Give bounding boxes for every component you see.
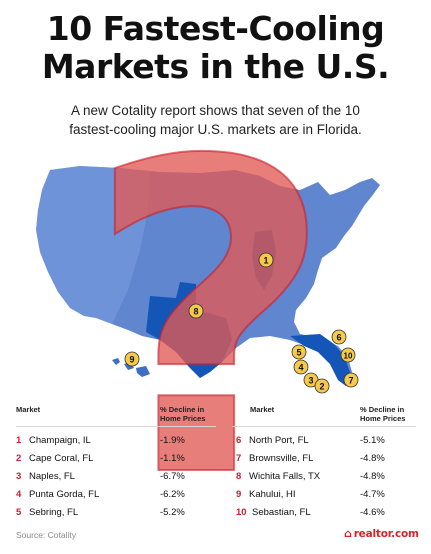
row-pct: -4.8% bbox=[360, 471, 385, 482]
marker-6: 6 bbox=[331, 329, 347, 345]
marker-5: 5 bbox=[291, 344, 307, 360]
row-pct: -1.9% bbox=[160, 435, 185, 446]
page-subtitle: A new Cotality report shows that seven o… bbox=[0, 101, 431, 139]
marker-7: 7 bbox=[343, 372, 359, 388]
row-rank: 4 bbox=[16, 489, 22, 500]
title-line-1: 10 Fastest-Cooling bbox=[46, 9, 385, 48]
row-rank: 8 bbox=[236, 471, 242, 482]
marker-8: 8 bbox=[188, 303, 204, 319]
row-rank: 7 bbox=[236, 453, 242, 464]
row-rank: 1 bbox=[16, 435, 22, 446]
row-market: Punta Gorda, FL bbox=[29, 489, 100, 500]
table-header-pct-left: % Decline in Home Prices bbox=[160, 405, 205, 423]
table-header-pct-right-line-1: % Decline in bbox=[360, 405, 405, 414]
row-market: Sebring, FL bbox=[29, 507, 79, 518]
row-market: North Port, FL bbox=[249, 435, 309, 446]
table-header-pct-left-line-1: % Decline in bbox=[160, 405, 205, 414]
page-title: 10 Fastest-Cooling Markets in the U.S. bbox=[0, 10, 431, 86]
illinois-highlight bbox=[252, 230, 276, 290]
svg-text:1: 1 bbox=[263, 256, 268, 266]
row-rank: 9 bbox=[236, 489, 242, 500]
row-pct: -6.2% bbox=[160, 489, 185, 500]
hawaii-shape bbox=[112, 358, 150, 377]
us-mainland-shape bbox=[36, 166, 380, 386]
svg-text:7: 7 bbox=[348, 376, 353, 386]
house-icon: ⌂ bbox=[344, 527, 352, 540]
row-pct: -5.1% bbox=[360, 435, 385, 446]
svg-text:4: 4 bbox=[298, 363, 303, 373]
brand-name: realtor.com bbox=[353, 528, 419, 540]
row-pct: -1.1% bbox=[160, 453, 185, 464]
title-line-2: Markets in the U.S. bbox=[41, 47, 390, 86]
row-pct: -4.8% bbox=[360, 453, 385, 464]
source-note: Source: Cotality bbox=[16, 530, 76, 540]
table-divider-right bbox=[232, 426, 416, 427]
row-pct: -5.2% bbox=[160, 507, 185, 518]
marker-3: 3 bbox=[303, 372, 319, 388]
row-pct: -4.6% bbox=[360, 507, 385, 518]
texas-highlight bbox=[146, 282, 232, 378]
table-divider-left bbox=[16, 426, 216, 427]
svg-text:10: 10 bbox=[344, 352, 353, 361]
marker-9: 9 bbox=[124, 351, 140, 367]
row-rank: 3 bbox=[16, 471, 22, 482]
row-pct: -6.7% bbox=[160, 471, 185, 482]
marker-1: 1 bbox=[258, 252, 274, 268]
marker-2: 2 bbox=[314, 378, 330, 394]
us-west-shade bbox=[36, 166, 150, 324]
subtitle-line-1: A new Cotality report shows that seven o… bbox=[71, 103, 360, 118]
svg-text:3: 3 bbox=[308, 376, 313, 386]
row-market: Cape Coral, FL bbox=[29, 453, 94, 464]
marker-4: 4 bbox=[293, 359, 309, 375]
svg-text:9: 9 bbox=[129, 355, 134, 365]
row-rank: 10 bbox=[236, 507, 247, 518]
svg-text:5: 5 bbox=[296, 348, 301, 358]
svg-text:6: 6 bbox=[336, 333, 341, 343]
row-market: Sebastian, FL bbox=[252, 507, 311, 518]
row-rank: 6 bbox=[236, 435, 242, 446]
row-market: Brownsville, FL bbox=[249, 453, 314, 464]
row-market: Champaign, IL bbox=[29, 435, 91, 446]
table-header-pct-right: % Decline in Home Prices bbox=[360, 405, 405, 423]
row-market: Naples, FL bbox=[29, 471, 75, 482]
marker-10: 10 bbox=[340, 347, 356, 363]
table-header-market-right: Market bbox=[250, 405, 275, 414]
row-market: Wichita Falls, TX bbox=[249, 471, 321, 482]
subtitle-line-2: fastest-cooling major U.S. markets are i… bbox=[69, 122, 362, 137]
row-rank: 2 bbox=[16, 453, 22, 464]
florida-highlight bbox=[290, 334, 350, 386]
row-pct: -4.7% bbox=[360, 489, 385, 500]
table-header-market-left: Market bbox=[16, 405, 41, 414]
row-rank: 5 bbox=[16, 507, 22, 518]
row-market: Kahului, HI bbox=[249, 489, 296, 500]
table-header-pct-left-line-2: Home Prices bbox=[160, 414, 206, 423]
table-header-pct-right-line-2: Home Prices bbox=[360, 414, 406, 423]
svg-text:8: 8 bbox=[193, 307, 198, 317]
svg-text:2: 2 bbox=[319, 382, 324, 392]
brand-logo: ⌂ realtor.com bbox=[344, 527, 419, 540]
